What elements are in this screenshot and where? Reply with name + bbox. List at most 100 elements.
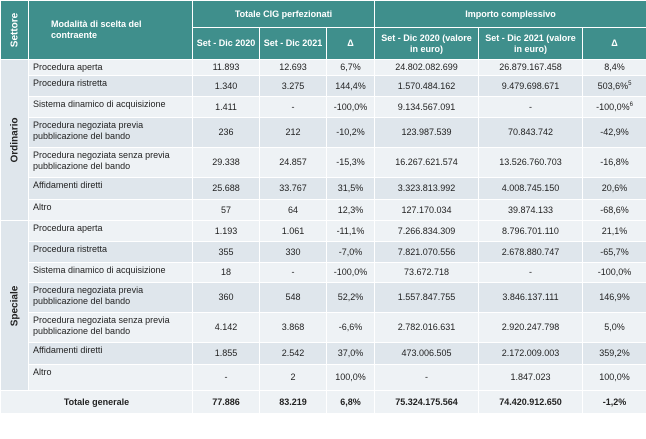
procurement-table: Settore Modalità di scelta del contraent… — [0, 0, 646, 414]
delta2-value: 8,4% — [604, 62, 625, 72]
delta2-value: 503,6% — [597, 80, 629, 91]
col-amount-2021-header: Set - Dic 2021 (valore in euro) — [478, 27, 583, 60]
delta2-cell: 359,2% — [581, 342, 646, 365]
cig-2020-cell: 29.338 — [192, 147, 260, 178]
cig-2021-cell: 64 — [259, 199, 327, 221]
amount-2020-cell: - — [374, 364, 479, 391]
row-label: Procedura aperta — [28, 220, 193, 242]
row-label: Procedura aperta — [28, 59, 193, 76]
delta2-cell: -65,7% — [581, 241, 646, 263]
col-delta-header: Δ — [326, 27, 375, 60]
cig-2021-cell: 12.693 — [259, 59, 327, 76]
amount-2020-cell: 7.821.070.556 — [374, 241, 479, 263]
table-row: Procedura negoziata senza previa pubblic… — [1, 312, 646, 343]
row-label: Altro — [28, 364, 193, 391]
delta-cell: 37,0% — [326, 342, 375, 365]
delta2-value: -65,7% — [600, 246, 629, 257]
col-cig-2021-header: Set - Dic 2021 — [259, 27, 327, 60]
cig-2021-cell: 33.767 — [259, 177, 327, 200]
amount-2021-cell: 2.920.247.798 — [478, 312, 583, 343]
delta-cell: 144,4% — [326, 75, 375, 97]
delta-cell: 100,0% — [326, 364, 375, 391]
delta2-cell: 146,9% — [581, 282, 646, 313]
total-amount-2020: 75.324.175.564 — [374, 390, 479, 414]
cig-2020-cell: - — [192, 364, 260, 391]
amount-2021-cell: 2.678.880.747 — [478, 241, 583, 263]
cig-2020-cell: 360 — [192, 282, 260, 313]
cig-2020-cell: 355 — [192, 241, 260, 263]
amount-2020-cell: 24.802.082.699 — [374, 59, 479, 76]
footnote-marker: 5 — [628, 80, 632, 87]
row-label: Procedura negoziata previa pubblicazione… — [28, 117, 193, 148]
amount-2020-cell: 2.782.016.631 — [374, 312, 479, 343]
total-cig-2021: 83.219 — [259, 390, 327, 414]
cig-2020-cell: 25.688 — [192, 177, 260, 200]
amount-2021-cell: 8.796.701.110 — [478, 220, 583, 242]
delta2-value: -16,8% — [600, 157, 629, 167]
amount-2021-cell: 2.172.009.003 — [478, 342, 583, 365]
delta-cell: 31,5% — [326, 177, 375, 200]
cig-2020-cell: 1.340 — [192, 75, 260, 97]
cig-2021-cell: 330 — [259, 241, 327, 263]
total-delta2: -1,2% — [581, 390, 646, 414]
table-row: Procedura ristretta 355 330 -7,0% 7.821.070.… — [1, 241, 646, 263]
row-label: Altro — [28, 199, 193, 221]
row-label: Procedura negoziata previa pubblicazione… — [28, 282, 193, 313]
cig-2020-cell: 18 — [192, 262, 260, 283]
table-row: Procedura negoziata senza previa pubblic… — [1, 147, 646, 178]
table-row: Affidamenti diretti 1.855 2.542 37,0% 473.00… — [1, 342, 646, 365]
amount-2020-cell: 1.570.484.162 — [374, 75, 479, 97]
cig-2020-cell: 1.193 — [192, 220, 260, 242]
cig-2021-cell: 3.868 — [259, 312, 327, 343]
amount-2021-cell: 4.008.745.150 — [478, 177, 583, 200]
total-row: Totale generale 77.886 83.219 6,8% 75.32… — [0, 390, 646, 414]
sector-cell: Ordinario — [0, 59, 29, 221]
delta-cell: -11,1% — [326, 220, 375, 242]
total-amount-2021: 74.420.912.650 — [478, 390, 583, 414]
col-delta2-header: Δ — [581, 27, 646, 60]
sector-label: Speciale — [9, 285, 20, 326]
delta2-value: -42,9% — [600, 127, 629, 137]
cig-2021-cell: 548 — [259, 282, 327, 313]
amount-2020-cell: 123.987.539 — [374, 117, 479, 148]
amount-2020-cell: 9.134.567.091 — [374, 96, 479, 118]
amount-2020-cell: 16.267.621.574 — [374, 147, 479, 178]
cig-2021-cell: 1.061 — [259, 220, 327, 242]
cig-2020-cell: 11.893 — [192, 59, 260, 76]
amount-2020-cell: 3.323.813.992 — [374, 177, 479, 200]
delta-cell: -7,0% — [326, 241, 375, 263]
delta2-cell: 503,6%5 — [581, 75, 646, 97]
row-label: Procedura negoziata senza previa pubblic… — [28, 147, 193, 178]
sector-cell: Speciale — [0, 220, 29, 391]
cig-2021-cell: - — [259, 96, 327, 118]
sector-header: Settore — [0, 0, 29, 60]
delta2-cell: -100,0% — [581, 262, 646, 283]
total-cig-2020: 77.886 — [192, 390, 260, 414]
table-body: Ordinario Procedura aperta 11.893 12.693 6,7… — [0, 59, 646, 391]
amount-2021-cell: - — [478, 262, 583, 283]
table-row: Procedura negoziata previa pubblicazione… — [1, 117, 646, 148]
table-row: Altro -2 100,0% -1.847.023 100,0% — [1, 364, 646, 391]
delta2-cell: 5,0% — [581, 312, 646, 343]
amount-2021-cell: 13.526.760.703 — [478, 147, 583, 178]
delta-cell: -10,2% — [326, 117, 375, 148]
table-row: Altro 57 64 12,3% 127.170.034 39.874.133 -68,6… — [1, 199, 646, 221]
table-row: Procedura ristretta 1.340 3.275 144,4% 1.570… — [1, 75, 646, 97]
table-row: Ordinario Procedura aperta 11.893 12.693 6,7… — [0, 59, 646, 221]
amount-2021-cell: 26.879.167.458 — [478, 59, 583, 76]
delta2-value: 5,0% — [604, 322, 625, 332]
table-row: Sistema dinamico di acquisizione 1.411- -1… — [1, 96, 646, 118]
delta2-value: 100,0% — [599, 372, 630, 382]
row-label: Procedura ristretta — [28, 241, 193, 263]
delta2-cell: -100,0%6 — [581, 96, 646, 118]
amount-2021-cell: - — [478, 96, 583, 118]
amount-2021-cell: 70.843.742 — [478, 117, 583, 148]
delta2-value: -68,6% — [600, 204, 629, 215]
amount-2021-cell: 1.847.023 — [478, 364, 583, 391]
amount-2021-cell: 39.874.133 — [478, 199, 583, 221]
delta2-cell: -68,6% — [581, 199, 646, 221]
delta-cell: 12,3% — [326, 199, 375, 221]
amount-2020-cell: 127.170.034 — [374, 199, 479, 221]
amount-2021-cell: 3.846.137.111 — [478, 282, 583, 313]
delta2-value: 146,9% — [599, 292, 630, 302]
